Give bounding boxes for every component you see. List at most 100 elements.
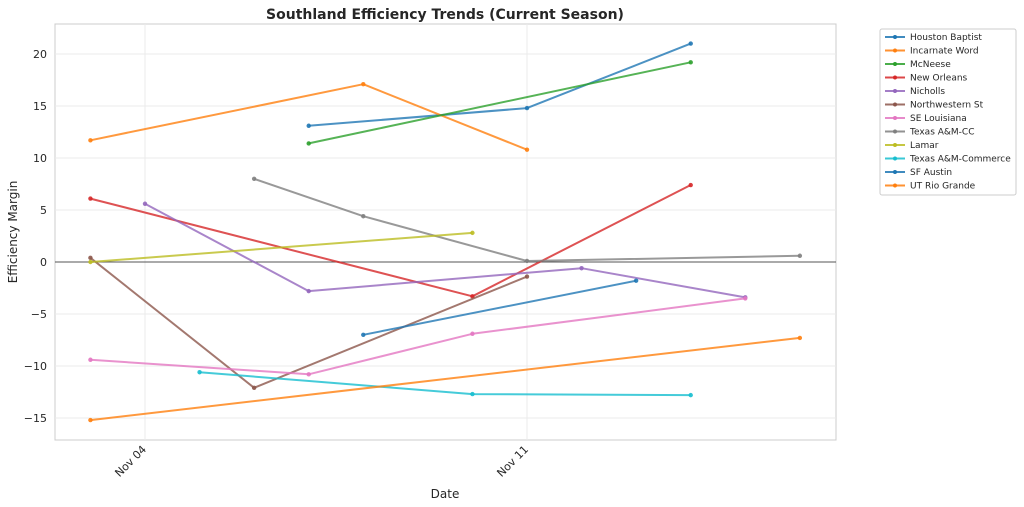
data-point [306,141,311,146]
series-new-orleans [88,182,693,299]
data-point [88,138,93,143]
y-tick-label: 0 [40,256,47,269]
y-tick-label: 15 [33,100,47,113]
data-point [361,81,366,87]
data-point [306,372,311,377]
series-lamar [88,230,475,265]
legend: Houston Baptist Incarnate Word McNeese New … [879,28,1017,196]
data-point [470,230,475,236]
data-point [88,357,93,362]
y-axis-ticks: −15 −10 −5 0 5 10 15 20 [24,48,47,425]
legend-entry: Nicholls [885,87,945,97]
series-incarnate-word [88,81,530,152]
legend-entry: McNeese [885,60,951,70]
series-texas-a-m-cc [251,176,803,264]
y-tick-label: 20 [33,48,47,61]
legend-entry: Incarnate Word [885,47,979,57]
data-point [306,288,311,294]
data-point [524,147,530,152]
data-point [688,41,693,46]
data-point [688,392,693,398]
legend-entry: SE Louisiana [885,114,967,124]
legend-label: Northwestern St [910,101,984,111]
data-point [797,335,803,341]
series-northwestern-st [88,255,530,391]
data-point [524,105,530,111]
legend-swatch-marker [893,129,897,134]
legend-entry: UT Rio Grande [885,182,976,192]
legend-swatch-marker [893,116,897,120]
y-tick-label: 10 [33,152,47,165]
legend-label: Texas A&M-CC [909,128,975,138]
legend-swatch-marker [893,62,897,66]
data-point [688,60,693,65]
legend-label: SE Louisiana [910,114,967,124]
legend-swatch-marker [893,170,897,174]
data-point [306,123,311,128]
series-line [90,336,801,422]
data-point [251,385,257,391]
legend-swatch-marker [893,75,897,80]
x-tick-label: Nov 04 [112,443,149,480]
legend-label: Houston Baptist [910,33,982,43]
legend-label: Lamar [910,141,939,151]
legend-entry: Houston Baptist [885,33,982,43]
data-point [197,370,202,375]
data-point [88,196,93,201]
y-tick-label: 5 [40,204,47,217]
y-tick-label: −15 [24,412,47,425]
legend-frame [879,28,1017,196]
data-point [579,266,584,271]
x-axis-ticks: Nov 04 Nov 11 [112,443,531,480]
series-line [253,177,800,262]
data-point [524,274,530,279]
x-axis-label: Date [431,487,460,501]
legend-swatch-marker [893,89,897,93]
x-tick-label: Nov 11 [494,443,531,480]
legend-label: SF Austin [910,168,952,178]
legend-label: Texas A&M-Commerce [909,155,1011,165]
legend-entry: Texas A&M-CC [885,128,975,138]
series-line [308,61,691,145]
y-axis-label: Efficiency Margin [6,181,20,284]
legend-items: Houston Baptist Incarnate Word McNeese New … [885,33,1011,192]
series-texas-a-m-commerce [197,370,693,398]
legend-label: Incarnate Word [910,47,979,57]
plot-background [54,23,837,441]
series-line [363,279,637,336]
legend-swatch-marker [893,156,897,161]
data-point [88,255,93,261]
data-point [88,259,93,265]
legend-entry: Lamar [885,141,939,151]
y-tick-label: −5 [31,308,47,321]
legend-entry: SF Austin [885,168,952,178]
series-line [144,202,746,299]
series-se-louisiana [88,296,748,377]
series-line [90,231,473,263]
series-houston-baptist [306,41,693,128]
legend-swatch-marker [893,102,897,107]
legend-label: McNeese [910,60,951,70]
data-point [251,176,257,181]
series-mcneese [306,60,693,146]
series-layer [88,41,803,423]
legend-entry: New Orleans [885,74,968,84]
legend-label: New Orleans [910,74,968,84]
legend-entry: Texas A&M-Commerce [885,155,1011,165]
series-line [90,297,746,376]
series-ut-rio-grande [88,335,803,423]
data-point [361,214,366,219]
data-point [797,253,803,258]
legend-swatch-marker [893,35,897,39]
data-point [470,331,475,336]
legend-swatch-marker [893,143,897,147]
data-point [88,417,93,423]
legend-label: UT Rio Grande [910,182,976,192]
data-point [743,296,748,301]
data-point [361,332,366,337]
data-point [688,182,693,188]
legend-label: Nicholls [910,87,945,97]
legend-swatch-marker [893,48,897,53]
